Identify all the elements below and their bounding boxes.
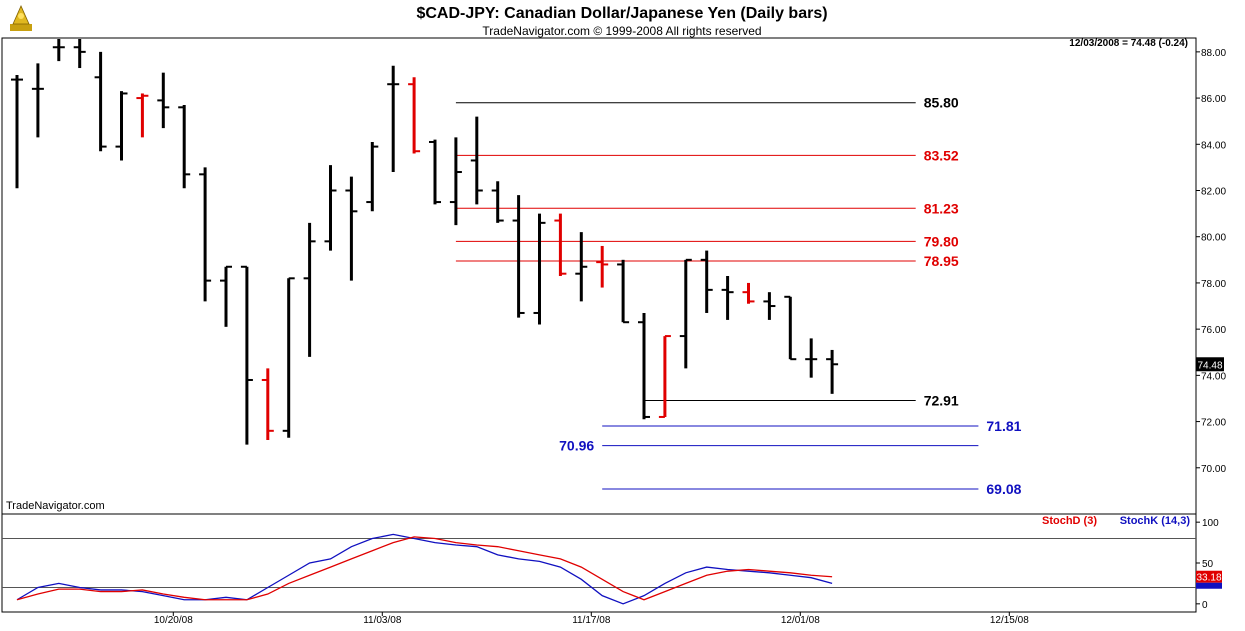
ohlc-bar <box>721 276 734 320</box>
level-label: 85.80 <box>924 95 959 111</box>
ohlc-bar <box>805 338 818 378</box>
ohlc-bar <box>429 139 441 205</box>
ohlc-bar <box>240 265 253 445</box>
ohlc-bar <box>826 349 839 394</box>
stochd-line <box>16 536 833 601</box>
ohlc-bar <box>282 277 295 438</box>
ohlc-bar <box>199 167 212 302</box>
price-tick-label: 82.00 <box>1201 187 1226 198</box>
ohlc-bar <box>742 282 755 304</box>
stochastic-panel <box>1 513 1197 613</box>
legend-stochk: StochK (14,3) <box>1120 515 1191 527</box>
price-tick-label: 70.00 <box>1201 464 1226 475</box>
price-tick-label: 74.00 <box>1201 371 1226 382</box>
last-price-tag-text: 74.48 <box>1197 360 1222 371</box>
price-tick-label: 84.00 <box>1201 140 1226 151</box>
ohlc-bar <box>554 213 567 276</box>
date-tick-label: 10/20/08 <box>154 615 193 626</box>
stochk-line <box>16 533 833 605</box>
ohlc-bar <box>784 295 797 361</box>
ohlc-bar <box>366 141 379 212</box>
ohlc-bar <box>220 265 232 327</box>
date-tick-label: 11/03/08 <box>363 615 402 626</box>
level-label: 83.52 <box>924 147 959 163</box>
date-axis: 10/20/08 11/03/08 11/17/08 12/01/08 12/15/08 <box>154 612 1029 626</box>
date-value-readout: 12/03/2008 = 74.48 (-0.24) <box>1069 38 1188 49</box>
price-axis: 88.00 86.00 84.00 82.00 80.00 78.00 76.00 74.00… <box>1196 48 1226 475</box>
price-tick-label: 88.00 <box>1201 48 1226 59</box>
stochastic-tick-label: 0 <box>1202 600 1208 611</box>
ohlc-bar <box>679 258 692 369</box>
chart-title: $CAD-JPY: Canadian Dollar/Japanese Yen (… <box>416 5 827 22</box>
date-tick-label: 12/01/08 <box>781 615 820 626</box>
ohlc-bar <box>408 77 421 154</box>
stochastic-last-tag: 33.18 <box>1196 570 1222 589</box>
ohlc-bar <box>157 72 170 129</box>
level-label: 81.23 <box>924 200 959 216</box>
level-label: 72.91 <box>924 393 959 409</box>
price-tick-label: 76.00 <box>1201 325 1226 336</box>
stochastic-axis: 100 50 0 <box>1196 518 1219 611</box>
price-panel <box>1 37 1197 515</box>
price-tick-label: 80.00 <box>1201 233 1226 244</box>
ohlc-bar <box>94 51 107 152</box>
chart-subtitle: TradeNavigator.com © 1999-2008 All right… <box>482 24 761 38</box>
stochastic-tick-label: 50 <box>1202 559 1214 570</box>
ohlc-bar <box>617 259 630 324</box>
legend-stochd: StochD (3) <box>1042 515 1097 527</box>
ohlc-bar <box>596 245 609 288</box>
ohlc-bar <box>11 74 23 189</box>
logo-circle <box>18 13 24 19</box>
ohlc-bar <box>638 312 650 420</box>
fibonacci-levels: 85.80 83.52 81.23 79.80 78.95 72.91 71.81 70.96… <box>455 95 1022 497</box>
stochastic-last-tag-text: 33.18 <box>1196 573 1221 584</box>
ohlc-bar <box>387 65 400 173</box>
ohlc-bar <box>52 39 65 62</box>
date-tick-label: 11/17/08 <box>572 615 611 626</box>
level-label: 78.95 <box>924 253 959 269</box>
watermark-label: TradeNavigator.com <box>6 500 105 512</box>
ohlc-bar <box>73 39 86 69</box>
ohlc-bar <box>115 91 128 161</box>
ohlc-bar <box>303 222 316 357</box>
logo-base <box>10 24 32 31</box>
level-label: 79.80 <box>924 233 959 249</box>
ohlc-bar <box>261 368 274 441</box>
ohlc-bar <box>700 250 713 313</box>
ohlc-bar <box>491 181 504 223</box>
price-bars <box>11 39 839 445</box>
date-tick-label: 12/15/08 <box>990 615 1029 626</box>
ohlc-bar <box>658 335 671 418</box>
ohlc-bar <box>533 213 546 325</box>
level-label: 70.96 <box>559 438 594 454</box>
logo <box>10 5 32 31</box>
ohlc-bar <box>449 137 462 226</box>
stochastic-tick-label: 100 <box>1202 518 1219 529</box>
price-tick-label: 86.00 <box>1201 94 1226 105</box>
ohlc-bar <box>512 195 525 318</box>
ohlc-bar <box>470 116 483 205</box>
stochastic-lines <box>16 533 833 605</box>
stochastic-guides <box>2 538 1196 588</box>
last-price-tag: 74.48 <box>1196 357 1224 372</box>
level-label: 69.08 <box>986 481 1021 497</box>
stochastic-last-tag-box <box>1196 570 1222 583</box>
stochastic-last-tag-underlay <box>1196 582 1222 589</box>
ohlc-bar <box>178 105 191 189</box>
level-label: 71.81 <box>986 418 1021 434</box>
ohlc-bar <box>324 165 337 251</box>
price-tick-label: 78.00 <box>1201 279 1226 290</box>
ohlc-bar <box>345 176 358 281</box>
ohlc-bar <box>136 93 149 138</box>
price-tick-label: 72.00 <box>1201 418 1226 429</box>
ohlc-bar <box>31 63 44 138</box>
last-price-tag-box <box>1196 357 1224 372</box>
ohlc-bar <box>575 232 588 302</box>
ohlc-bar <box>763 292 776 320</box>
